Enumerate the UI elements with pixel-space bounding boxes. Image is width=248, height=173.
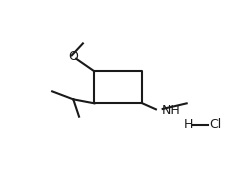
Text: NH: NH — [162, 103, 181, 116]
Text: O: O — [68, 50, 78, 63]
Text: Cl: Cl — [210, 118, 222, 131]
Text: H: H — [184, 118, 193, 131]
